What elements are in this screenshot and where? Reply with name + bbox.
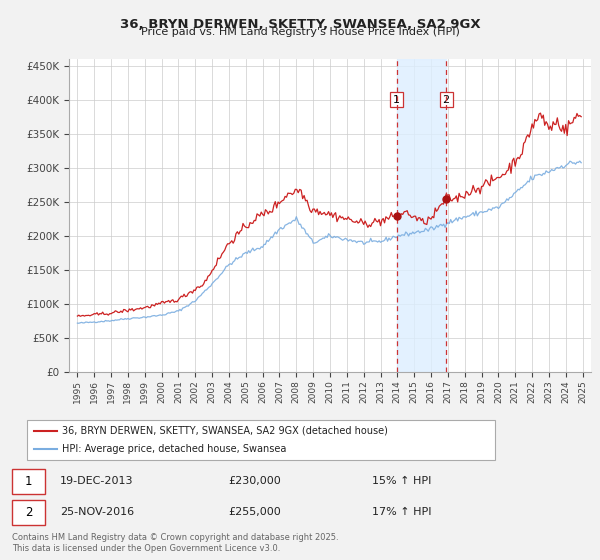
- FancyBboxPatch shape: [12, 469, 45, 494]
- Text: 15% ↑ HPI: 15% ↑ HPI: [372, 477, 431, 487]
- Text: 17% ↑ HPI: 17% ↑ HPI: [372, 507, 431, 517]
- Text: 25-NOV-2016: 25-NOV-2016: [60, 507, 134, 517]
- Text: 36, BRYN DERWEN, SKETTY, SWANSEA, SA2 9GX (detached house): 36, BRYN DERWEN, SKETTY, SWANSEA, SA2 9G…: [62, 426, 388, 436]
- Bar: [397, 59, 446, 372]
- Text: 2: 2: [25, 506, 32, 519]
- Text: 2: 2: [443, 95, 450, 105]
- Text: 36, BRYN DERWEN, SKETTY, SWANSEA, SA2 9GX: 36, BRYN DERWEN, SKETTY, SWANSEA, SA2 9G…: [119, 18, 481, 31]
- FancyBboxPatch shape: [12, 500, 45, 525]
- Text: £230,000: £230,000: [228, 477, 281, 487]
- Text: Price paid vs. HM Land Registry's House Price Index (HPI): Price paid vs. HM Land Registry's House …: [140, 27, 460, 37]
- Text: 1: 1: [393, 95, 400, 105]
- Text: £255,000: £255,000: [228, 507, 281, 517]
- Text: 1: 1: [25, 475, 32, 488]
- FancyBboxPatch shape: [27, 420, 495, 460]
- Text: HPI: Average price, detached house, Swansea: HPI: Average price, detached house, Swan…: [62, 445, 286, 454]
- Text: 19-DEC-2013: 19-DEC-2013: [60, 477, 133, 487]
- Text: Contains HM Land Registry data © Crown copyright and database right 2025.
This d: Contains HM Land Registry data © Crown c…: [12, 533, 338, 553]
